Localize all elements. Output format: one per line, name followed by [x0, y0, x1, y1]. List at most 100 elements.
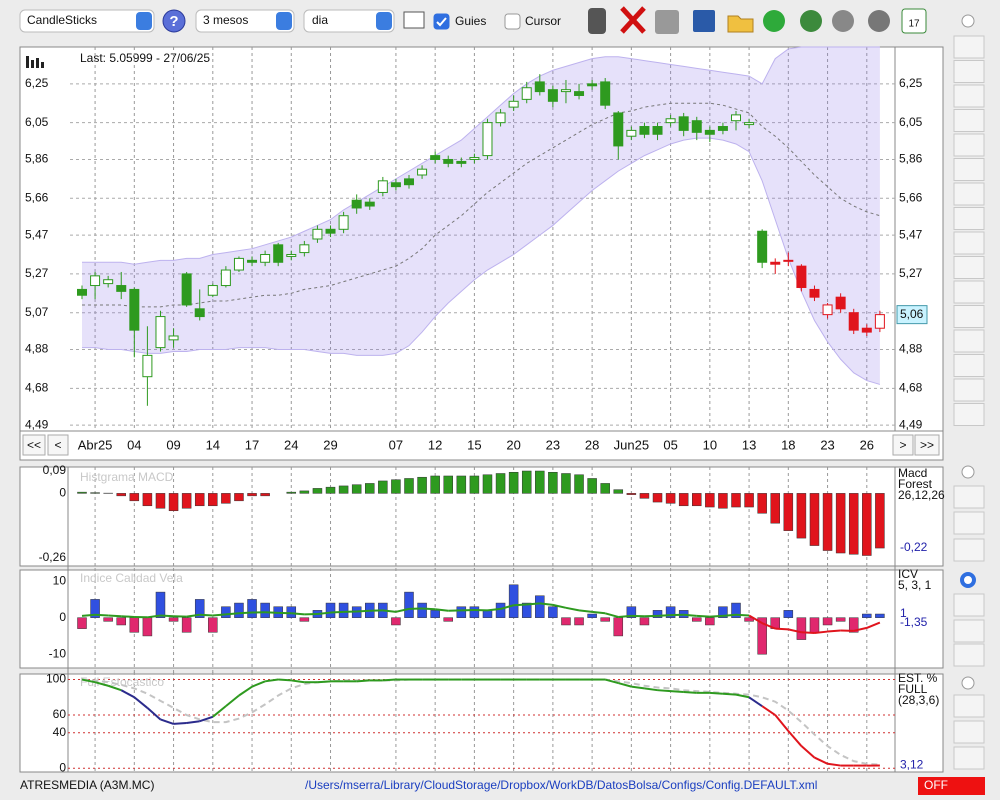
interval-select[interactable] [303, 9, 395, 33]
candle-body [194, 308, 205, 318]
tool-button[interactable] [953, 511, 985, 535]
bar [234, 493, 244, 502]
tool-button[interactable] [953, 354, 985, 377]
tool-button[interactable] [953, 158, 985, 181]
candle-body [142, 354, 153, 378]
tool-button[interactable] [953, 35, 985, 59]
bar [587, 478, 597, 494]
checkmark [436, 17, 447, 27]
y-tick-label-right: 6,05 [899, 115, 923, 129]
tool-button[interactable] [953, 720, 985, 744]
panel-side-label: 26,12,26 [898, 488, 945, 502]
tool-button[interactable] [953, 305, 985, 328]
y-tick-label-right: 5,86 [899, 152, 923, 166]
x-tick-label: 15 [467, 437, 481, 452]
tool-button[interactable] [953, 256, 985, 279]
candle-body [469, 157, 480, 160]
line-segment [317, 611, 331, 616]
nav-first[interactable] [22, 434, 46, 456]
period-select[interactable] [195, 9, 295, 33]
x-tick-label: 23 [820, 437, 834, 452]
tool-button[interactable] [953, 538, 985, 562]
nav-prev[interactable] [47, 434, 69, 456]
bar [221, 606, 231, 618]
nav-next[interactable] [892, 434, 914, 456]
trash-icon[interactable] [588, 8, 606, 34]
logo-bars [26, 56, 44, 68]
status-box[interactable] [918, 777, 985, 795]
refresh-icon[interactable] [763, 10, 785, 32]
panel-radio[interactable] [960, 572, 976, 588]
tool-button[interactable] [953, 378, 985, 402]
bar [862, 613, 872, 618]
currency-icon[interactable] [832, 10, 854, 32]
y-tick-label: 5,86 [25, 152, 49, 166]
bar [548, 471, 558, 494]
tool-button[interactable] [953, 207, 985, 230]
panel-side-label: ICV [898, 567, 918, 581]
tool-button[interactable] [953, 84, 985, 108]
tool-button[interactable] [953, 182, 985, 206]
bar [443, 475, 453, 494]
bar [430, 610, 440, 618]
bar [168, 493, 179, 512]
bar [744, 617, 754, 622]
sync-icon[interactable] [800, 10, 822, 32]
tool-button[interactable] [953, 133, 985, 157]
line-segment [788, 628, 802, 634]
save-icon[interactable] [693, 10, 715, 32]
bar [508, 471, 519, 494]
candle-body [835, 296, 846, 310]
panel-radio[interactable] [961, 14, 975, 28]
bar [535, 595, 545, 618]
line-segment [552, 603, 567, 609]
line-segment [317, 680, 331, 684]
bar [260, 493, 270, 497]
print-icon[interactable] [655, 10, 679, 34]
tool-button[interactable] [953, 593, 985, 617]
panel-radio[interactable] [961, 465, 975, 479]
tool-button[interactable] [953, 403, 985, 426]
cursor-checkbox[interactable] [504, 13, 521, 30]
calendar-icon[interactable] [901, 8, 927, 34]
help-button[interactable] [162, 9, 186, 33]
panel-radio[interactable] [961, 676, 975, 690]
tool-button[interactable] [953, 329, 985, 353]
bar [247, 493, 257, 497]
tool-button[interactable] [953, 231, 985, 255]
candle-body [626, 129, 637, 137]
candle-body [861, 327, 872, 333]
candle-body [390, 182, 401, 188]
line-segment [683, 690, 697, 694]
tool-button[interactable] [953, 746, 985, 770]
line-segment [356, 609, 370, 613]
line-segment [761, 622, 776, 630]
guides-label: Guies [455, 14, 486, 28]
x-tick-label: 17 [245, 437, 259, 452]
tool-button[interactable] [953, 619, 985, 643]
bar [286, 491, 297, 494]
tool-button[interactable] [953, 109, 985, 132]
panel-side-label: Forest [898, 477, 933, 491]
chart-icon[interactable] [403, 11, 425, 29]
tool-button[interactable] [953, 280, 985, 304]
nav-last[interactable] [914, 434, 940, 456]
bar [103, 617, 113, 622]
tool-button[interactable] [953, 60, 985, 83]
line-segment [827, 762, 841, 767]
tool-button[interactable] [953, 643, 985, 667]
chart-type-select[interactable] [19, 9, 155, 33]
bar [391, 479, 401, 494]
bar [600, 617, 610, 622]
guides-checkbox[interactable] [433, 13, 450, 30]
tool-button[interactable] [953, 694, 985, 718]
x-tick-label: 13 [742, 437, 756, 452]
delete-icon[interactable] [620, 6, 646, 34]
settings-icon[interactable] [868, 10, 890, 32]
tool-button[interactable] [953, 485, 985, 509]
open-icon[interactable] [727, 15, 754, 33]
bar [155, 591, 166, 618]
line [82, 137, 881, 385]
bar [731, 602, 741, 618]
